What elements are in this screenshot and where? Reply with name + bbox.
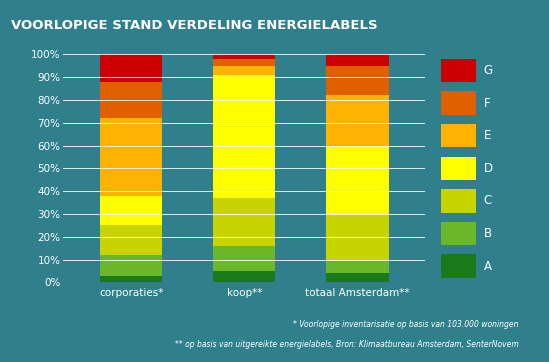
Bar [213, 66, 276, 75]
FancyBboxPatch shape [441, 59, 476, 82]
Bar [213, 54, 276, 59]
Bar [100, 275, 162, 282]
FancyBboxPatch shape [441, 124, 476, 147]
Text: B: B [484, 227, 492, 240]
Text: G: G [484, 64, 493, 77]
Bar [327, 146, 389, 214]
Bar [327, 260, 389, 273]
Bar [100, 225, 162, 255]
Text: ** op basis van uitgereikte energielabels, Bron: Klimaatbureau Amsterdam, Senter: ** op basis van uitgereikte energielabel… [175, 340, 519, 349]
FancyBboxPatch shape [441, 254, 476, 278]
Bar [327, 214, 389, 260]
Bar [213, 75, 276, 198]
Bar [327, 66, 389, 95]
Bar [213, 271, 276, 282]
FancyBboxPatch shape [441, 157, 476, 180]
FancyBboxPatch shape [441, 189, 476, 212]
Bar [327, 54, 389, 66]
FancyBboxPatch shape [441, 222, 476, 245]
Bar [213, 59, 276, 66]
Text: C: C [484, 194, 492, 207]
Text: A: A [484, 260, 492, 273]
Bar [100, 196, 162, 225]
Bar [100, 118, 162, 196]
Text: F: F [484, 97, 490, 110]
Bar [100, 82, 162, 118]
Bar [213, 198, 276, 246]
Text: VOORLOPIGE STAND VERDELING ENERGIELABELS: VOORLOPIGE STAND VERDELING ENERGIELABELS [11, 19, 378, 32]
FancyBboxPatch shape [441, 92, 476, 115]
Bar [327, 273, 389, 282]
Text: D: D [484, 162, 493, 175]
Text: * Voorlopige inventarisatie op basis van 103.000 woningen: * Voorlopige inventarisatie op basis van… [293, 320, 519, 329]
Bar [100, 54, 162, 82]
Bar [327, 95, 389, 146]
Bar [100, 255, 162, 275]
Bar [213, 246, 276, 271]
Text: E: E [484, 129, 491, 142]
